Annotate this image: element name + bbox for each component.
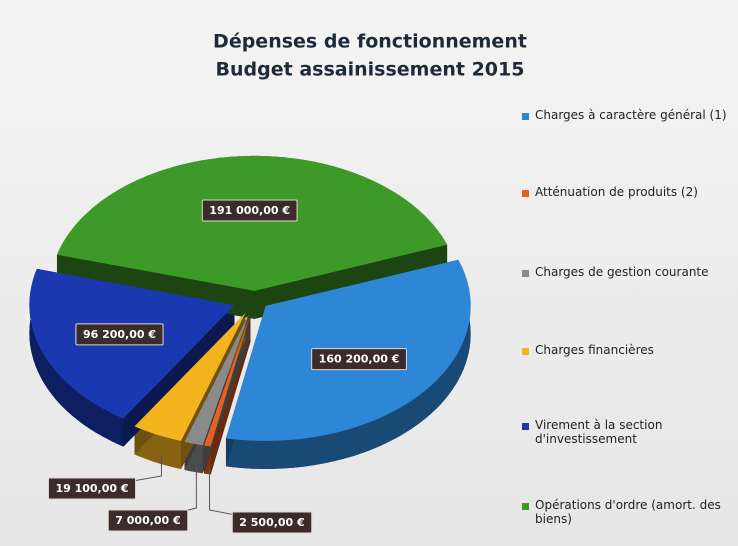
label-box	[231, 511, 313, 534]
chart-subtitle: Budget assainissement 2015	[216, 59, 525, 81]
slice	[134, 312, 246, 441]
legend-item: Atténuation de produits (2)	[522, 185, 727, 199]
data-label: 160 200,00 €	[319, 353, 400, 366]
label-box	[47, 477, 137, 500]
legend-item: Virement à la section d'investissement	[522, 418, 727, 446]
data-label: 2 500,00 €	[239, 516, 304, 529]
data-label: 96 200,00 €	[83, 328, 156, 341]
legend-label: Atténuation de produits (2)	[535, 185, 698, 199]
legend-label: Charges à caractère général (1)	[535, 108, 727, 122]
legend-swatch	[522, 190, 529, 197]
legend-item: Charges financières	[522, 343, 727, 357]
label-box	[75, 323, 164, 346]
chart-title: Dépenses de fonctionnement	[213, 31, 527, 53]
label-box	[107, 509, 189, 532]
slice-rim	[29, 268, 124, 447]
legend-label: Opérations d'ordre (amort. des biens)	[535, 498, 721, 526]
data-label: 191 000,00 €	[209, 204, 290, 217]
legend-swatch	[522, 348, 529, 355]
legend-swatch	[522, 503, 529, 510]
legend-item: Charges de gestion courante	[522, 265, 727, 279]
legend-item: Opérations d'ordre (amort. des biens)	[522, 498, 727, 526]
legend-label: Virement à la section d'investissement	[535, 418, 663, 446]
label-box	[201, 199, 298, 222]
legend-item: Charges à caractère général (1)	[522, 108, 727, 122]
data-labels: 160 200,00 € 2 500,00 € 7 000,00 € 19 100,0…	[47, 199, 407, 534]
legend-label: Charges financières	[535, 343, 654, 357]
legend-swatch	[522, 423, 529, 430]
legend-swatch	[522, 113, 529, 120]
data-label: 7 000,00 €	[115, 514, 180, 527]
legend-label: Charges de gestion courante	[535, 265, 709, 279]
slice	[184, 313, 250, 446]
slice-rim	[226, 259, 471, 469]
slice	[204, 313, 251, 447]
label-box	[311, 348, 407, 371]
slice	[57, 155, 448, 291]
data-label: 19 100,00 €	[55, 482, 128, 495]
legend-swatch	[522, 270, 529, 277]
